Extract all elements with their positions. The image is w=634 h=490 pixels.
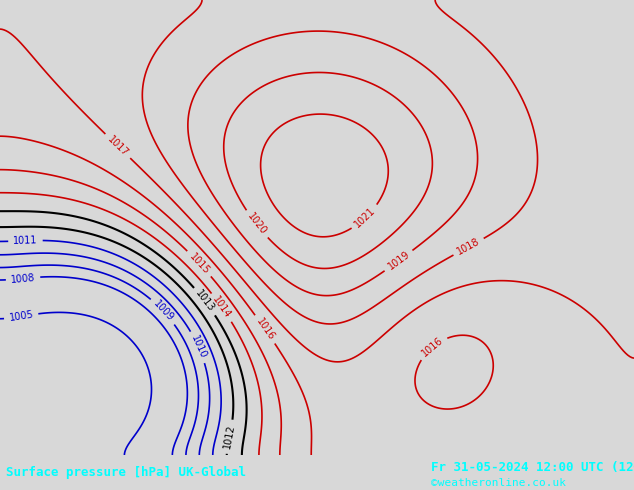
Text: 1018: 1018: [455, 237, 482, 257]
Text: Surface pressure [hPa] UK-Global: Surface pressure [hPa] UK-Global: [6, 466, 247, 479]
Text: 1014: 1014: [210, 294, 233, 320]
Text: 1017: 1017: [105, 134, 130, 158]
Text: 1016: 1016: [420, 335, 445, 359]
Text: 1020: 1020: [245, 212, 268, 237]
Text: Fr 31-05-2024 12:00 UTC (12+48): Fr 31-05-2024 12:00 UTC (12+48): [431, 461, 634, 474]
Text: 1009: 1009: [152, 299, 175, 323]
Text: 1008: 1008: [10, 272, 36, 285]
Text: 1005: 1005: [8, 310, 34, 323]
Text: 1011: 1011: [13, 235, 38, 246]
Text: 1010: 1010: [189, 334, 208, 360]
Text: ©weatheronline.co.uk: ©weatheronline.co.uk: [431, 478, 566, 488]
Text: 1013: 1013: [193, 289, 216, 314]
Text: 1012: 1012: [223, 424, 236, 450]
Text: 1016: 1016: [254, 317, 276, 342]
Text: 1019: 1019: [386, 249, 411, 272]
Text: 1015: 1015: [187, 251, 211, 276]
Text: 1021: 1021: [353, 205, 378, 230]
